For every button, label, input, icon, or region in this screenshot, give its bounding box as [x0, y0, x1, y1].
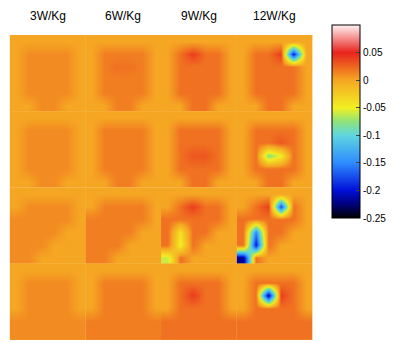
svg-text:6W/Kg: 6W/Kg	[105, 9, 141, 23]
svg-text:-0.25: -0.25	[363, 213, 386, 224]
svg-text:0.05: 0.05	[363, 47, 383, 58]
svg-text:12W/Kg: 12W/Kg	[253, 9, 296, 23]
svg-text:-0.05: -0.05	[363, 102, 386, 113]
svg-text:-0.2: -0.2	[363, 185, 381, 196]
svg-text:-0.1: -0.1	[363, 130, 381, 141]
svg-text:3W/Kg: 3W/Kg	[30, 9, 66, 23]
svg-text:9W/Kg: 9W/Kg	[181, 9, 217, 23]
svg-text:0: 0	[363, 75, 369, 86]
svg-text:-0.15: -0.15	[363, 157, 386, 168]
